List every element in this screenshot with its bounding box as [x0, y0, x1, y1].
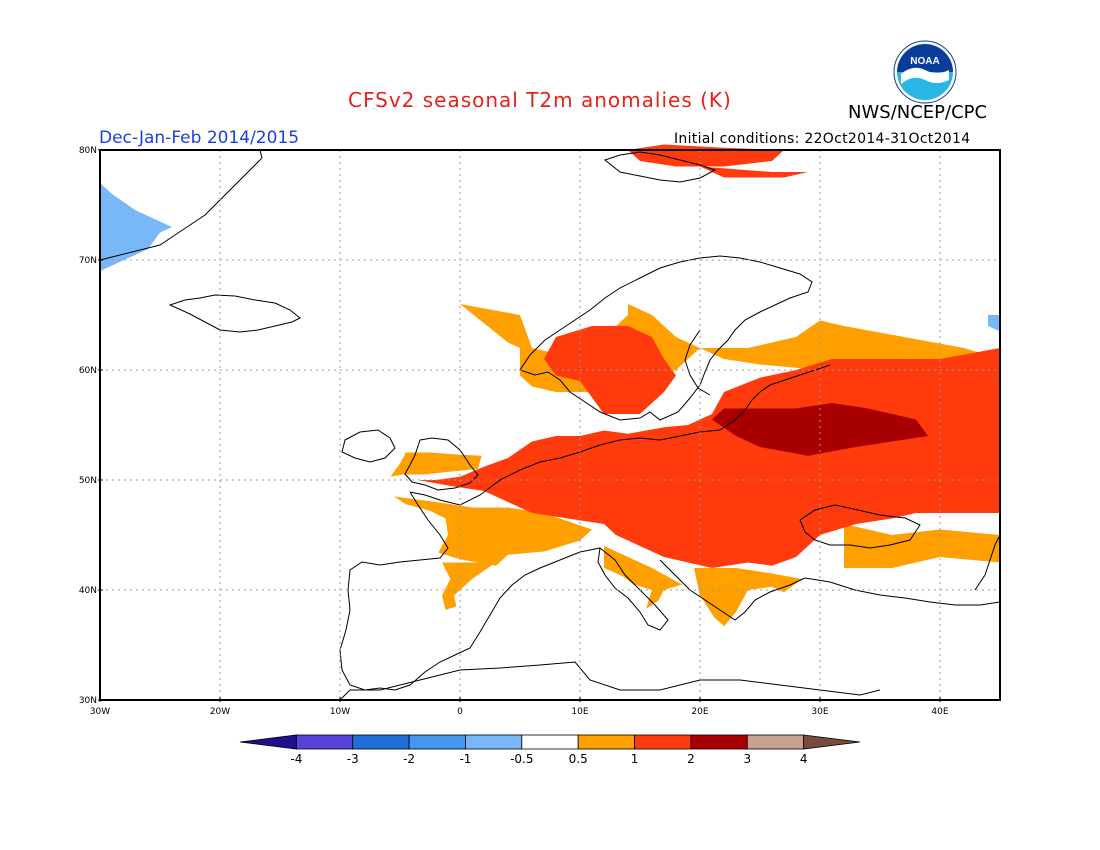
lat-label: 70N — [79, 256, 97, 266]
coast-caspian — [974, 534, 1001, 591]
colorbar: -4 -3 -2 -1 -0.5 0.5 1 2 3 4 — [239, 734, 861, 766]
coast-svalbard — [603, 151, 717, 183]
coast-north-africa — [339, 661, 881, 701]
colorbar-label: -0.5 — [510, 752, 533, 766]
colorbar-label: -2 — [403, 752, 415, 766]
colorbar-label: 4 — [800, 752, 808, 766]
coast-britain — [404, 437, 479, 491]
coastlines — [99, 149, 1001, 701]
lon-label: 20E — [691, 707, 708, 717]
colorbar-swatch-neg3-neg2 — [352, 734, 410, 750]
coast-baltic — [719, 364, 831, 431]
latitude-labels: 80N 70N 60N 50N 40N 30N — [79, 146, 103, 706]
longitude-labels: 30W 20W 10W 0 10E 20E 30E 40E — [90, 697, 949, 717]
lon-label: 20W — [210, 707, 230, 717]
lat-label: 30N — [79, 696, 97, 706]
lon-label: 30W — [90, 707, 110, 717]
colorbar-label: 1 — [631, 752, 639, 766]
coast-scandinavia — [519, 255, 813, 421]
lon-label: 30E — [811, 707, 828, 717]
coast-bothnia — [684, 329, 711, 396]
colorbar-swatch-p1-2 — [634, 734, 692, 750]
anomaly-region-p1-2-0 — [418, 348, 1000, 568]
initial-conditions-label: Initial conditions: 22Oct2014-31Oct2014 — [674, 131, 971, 147]
colorbar-swatch-p2-3 — [690, 734, 748, 750]
lat-label: 50N — [79, 476, 97, 486]
colorbar-label: 0.5 — [569, 752, 588, 766]
coast-greenland — [99, 149, 263, 261]
lon-label: 10W — [330, 707, 350, 717]
lat-label: 80N — [79, 146, 97, 156]
colorbar-label: 2 — [687, 752, 695, 766]
coast-anatolia — [804, 577, 1001, 606]
anomaly-region-p05-1-7 — [844, 524, 1000, 568]
graticule — [100, 150, 1000, 700]
coast-balkans — [659, 559, 806, 621]
anomaly-region-p05-1-1 — [442, 562, 496, 610]
anomaly-region-neg1-neg05-0 — [100, 183, 172, 271]
colorbar-label: -3 — [347, 752, 359, 766]
colorbar-swatch-p3-4 — [746, 734, 805, 750]
anomaly-region-p2-3-0 — [712, 403, 928, 456]
colorbar-label: -4 — [290, 752, 302, 766]
map-frame — [99, 149, 1001, 701]
colorbar-label: -1 — [459, 752, 471, 766]
coast-ireland — [341, 429, 396, 463]
season-label: Dec-Jan-Feb 2014/2015 — [99, 128, 300, 148]
colorbar-swatch-p05-1 — [577, 734, 635, 750]
colorbar-swatch-neg2-neg1 — [408, 734, 466, 750]
coast-iceland — [168, 294, 301, 333]
anomaly-region-p05-1-4 — [694, 568, 802, 627]
anomaly-region-neg1-neg05-1 — [988, 315, 1000, 332]
noaa-logo: NOAA — [893, 40, 957, 104]
coast-italy — [597, 547, 669, 631]
noaa-logo-text: NOAA — [910, 56, 939, 67]
lat-label: 60N — [79, 366, 97, 376]
colorbar-label: 3 — [743, 752, 751, 766]
colorbar-swatch-neg1-neg05 — [465, 734, 523, 750]
coast-north-sea — [409, 429, 721, 506]
colorbar-swatch-neg4-neg3 — [295, 734, 354, 750]
anomaly-region-p05-1-3 — [604, 546, 682, 609]
lon-label: 40E — [931, 707, 948, 717]
colorbar-swatch-neutral — [521, 734, 579, 750]
colorbar-swatch-ge-4 — [803, 734, 861, 750]
anomaly-region-p1-2-3 — [700, 166, 808, 178]
agency-label: NWS/NCEP/CPC — [848, 102, 988, 123]
lon-label: 10E — [571, 707, 588, 717]
lat-label: 40N — [79, 586, 97, 596]
map-title: CFSv2 seasonal T2m anomalies (K) — [348, 88, 732, 112]
coast-iberia-france — [339, 491, 601, 691]
lon-label: 0 — [457, 707, 463, 717]
